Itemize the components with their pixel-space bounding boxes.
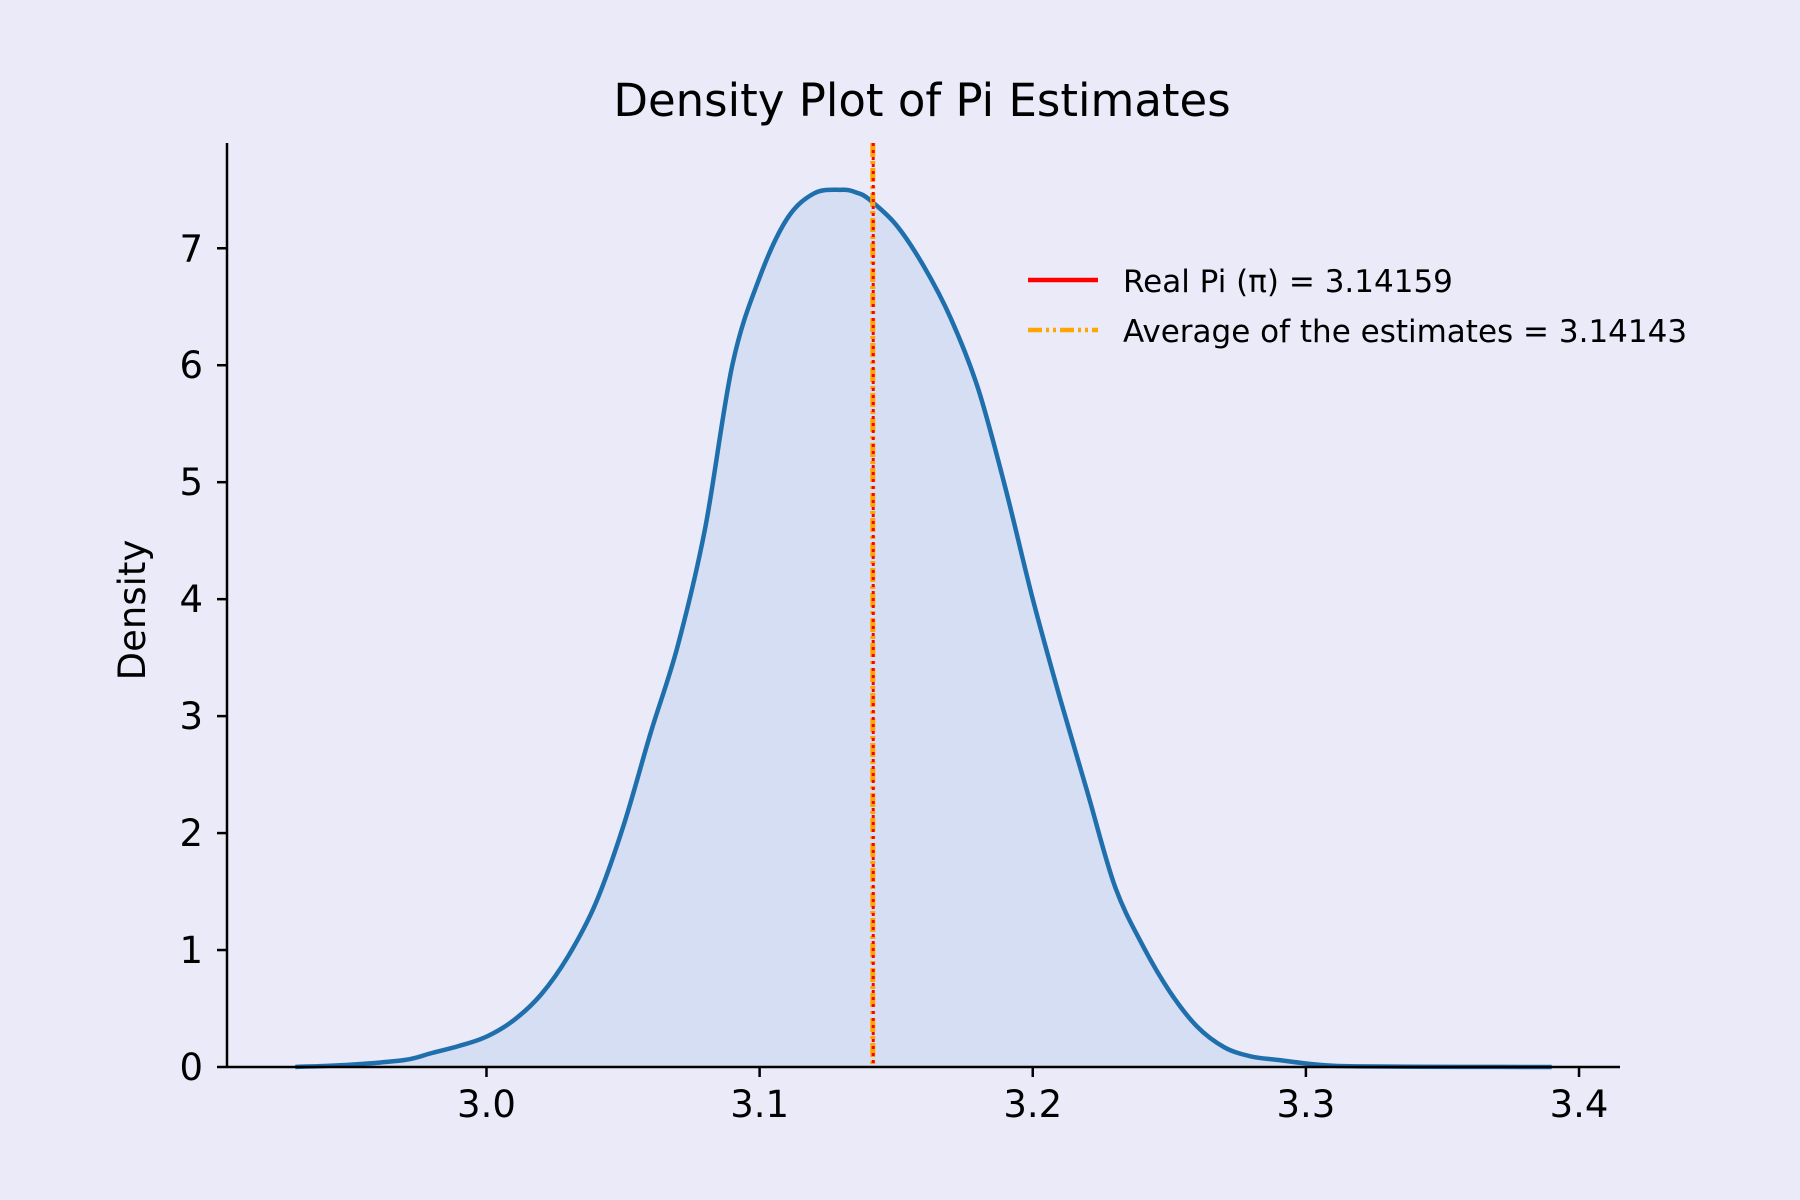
y-axis-ticks: 0 1 2 3 4 5 6 7 <box>179 227 227 1089</box>
chart-title: Density Plot of Pi Estimates <box>613 74 1230 127</box>
legend-label-real-pi: Real Pi (π) = 3.14159 <box>1123 264 1453 300</box>
legend: Real Pi (π) = 3.14159 Average of the est… <box>1028 264 1687 350</box>
y-tick-label: 4 <box>179 578 203 621</box>
density-curve <box>295 187 1552 1070</box>
y-tick-label: 3 <box>179 695 203 738</box>
x-tick-label: 3.3 <box>1276 1083 1335 1126</box>
axes: 3.0 3.1 3.2 3.3 3.4 0 1 2 3 4 5 6 7 <box>179 143 1620 1126</box>
x-tick-label: 3.4 <box>1550 1083 1609 1126</box>
x-tick-label: 3.0 <box>457 1083 516 1126</box>
y-tick-label: 2 <box>179 812 203 855</box>
y-tick-label: 6 <box>179 344 203 387</box>
y-tick-label: 0 <box>179 1046 203 1089</box>
y-tick-label: 7 <box>179 227 203 270</box>
y-axis-label: Density <box>111 540 154 681</box>
legend-label-average: Average of the estimates = 3.14143 <box>1123 314 1687 350</box>
y-tick-label: 5 <box>179 461 203 504</box>
x-tick-label: 3.1 <box>730 1083 789 1126</box>
plot-area <box>295 143 1552 1070</box>
x-tick-label: 3.2 <box>1003 1083 1062 1126</box>
y-tick-label: 1 <box>179 929 203 972</box>
x-axis-ticks: 3.0 3.1 3.2 3.3 3.4 <box>457 1067 1608 1126</box>
